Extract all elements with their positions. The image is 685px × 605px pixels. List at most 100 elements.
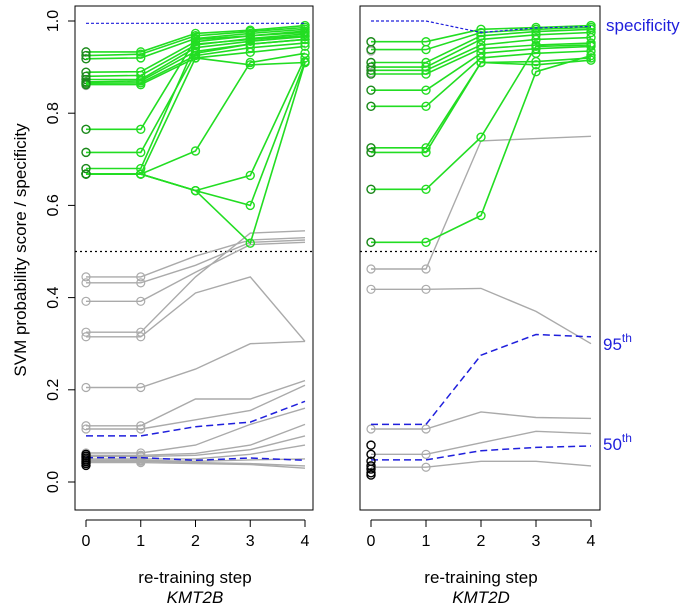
- green-point: [421, 69, 431, 79]
- green-point: [421, 44, 431, 55]
- green-series-line: [86, 35, 306, 170]
- green-start-point: [81, 79, 91, 90]
- green-point: [300, 41, 310, 52]
- p95-label-base: 95: [603, 335, 622, 354]
- green-series-line: [371, 31, 592, 68]
- y-tick-label: 0.8: [45, 102, 62, 124]
- green-point: [136, 53, 146, 63]
- green-point: [245, 34, 255, 45]
- grey-point: [421, 462, 431, 472]
- green-point: [421, 147, 431, 158]
- p50-label-base: 50: [603, 435, 622, 454]
- percentile-95-line-1: [371, 333, 592, 426]
- percentile-50-line-1: [371, 445, 592, 461]
- grey-point: [136, 332, 146, 342]
- green-series-line: [371, 44, 592, 191]
- green-point: [531, 67, 541, 77]
- grey-point: [81, 332, 91, 342]
- grey-point: [421, 449, 431, 459]
- grey-point: [421, 424, 431, 434]
- specificity-label: specificity: [606, 16, 680, 35]
- grey-point: [366, 264, 376, 274]
- green-point: [476, 132, 486, 142]
- green-start-point: [366, 85, 376, 95]
- green-start-point: [366, 101, 376, 111]
- green-start-point: [366, 237, 376, 247]
- x-tick-label: 2: [191, 533, 200, 550]
- grey-series-line: [86, 458, 306, 463]
- green-point: [531, 41, 541, 52]
- green-point: [190, 39, 201, 49]
- green-point: [476, 57, 486, 68]
- green-point: [476, 34, 486, 45]
- x-tick-label: 4: [587, 533, 596, 550]
- green-series-line: [371, 50, 592, 108]
- green-point: [531, 34, 541, 45]
- green-point: [421, 237, 431, 247]
- grey-point: [136, 296, 146, 306]
- grey-point: [136, 421, 146, 431]
- black-point: [81, 460, 91, 471]
- green-start-point: [366, 147, 376, 158]
- green-point: [586, 27, 596, 38]
- y-tick-label: 0.2: [45, 379, 62, 401]
- green-start-point: [81, 163, 91, 174]
- green-point: [300, 57, 310, 68]
- green-series-line: [86, 24, 306, 53]
- grey-series-line: [86, 423, 306, 456]
- grey-point: [81, 421, 91, 431]
- panel-kmt2d: 0 1 2 3 4: [359, 5, 601, 550]
- green-start-point: [81, 50, 91, 61]
- y-axis-label: SVM probability score / specificity: [11, 123, 30, 377]
- grey-series-line: [86, 239, 306, 284]
- grey-point: [81, 272, 91, 282]
- grey-point: [366, 284, 376, 294]
- grey-series-line: [86, 407, 306, 454]
- gene-label-kmt2b: KMT2B: [167, 588, 224, 605]
- x-tick-label: 0: [367, 533, 376, 550]
- x-tick-label: 1: [136, 533, 145, 550]
- plot-frame-1: [359, 5, 601, 511]
- p50-label-sup: th: [622, 431, 632, 445]
- grey-series-line: [371, 430, 592, 455]
- grey-point: [136, 458, 146, 468]
- grey-series-line: [86, 230, 306, 333]
- grey-series-line: [371, 135, 592, 270]
- green-point: [190, 146, 201, 156]
- green-series-line: [371, 24, 592, 43]
- y-tick-label: 0.6: [45, 194, 62, 216]
- green-point: [136, 169, 146, 179]
- green-point: [245, 200, 255, 211]
- green-point: [476, 210, 486, 221]
- y-tick-label: 0.4: [45, 286, 62, 308]
- green-start-point: [81, 47, 91, 57]
- green-series-line: [86, 62, 306, 245]
- panel-kmt2b: 0 1 2 3 4: [74, 5, 314, 550]
- percentile-95-line-0: [86, 400, 306, 437]
- green-point: [531, 60, 541, 70]
- black-point: [366, 470, 376, 480]
- grey-series-line: [86, 340, 306, 389]
- grey-point: [81, 278, 91, 288]
- grey-series-line: [86, 435, 306, 458]
- black-point: [366, 461, 376, 471]
- green-point: [586, 40, 596, 50]
- y-axis: 0.0 0.2 0.4 0.6 0.8 1.0: [45, 10, 76, 493]
- black-point: [366, 440, 376, 450]
- green-start-point: [81, 169, 91, 179]
- y-tick-label: 1.0: [45, 10, 62, 32]
- black-point: [366, 449, 376, 460]
- grey-point: [81, 296, 91, 306]
- green-point: [300, 34, 310, 45]
- green-point: [136, 79, 146, 90]
- x-tick-label: 0: [82, 533, 91, 550]
- x-tick-label: 1: [422, 533, 431, 550]
- green-point: [190, 185, 201, 196]
- grey-series-line: [86, 444, 306, 460]
- green-start-point: [81, 54, 91, 64]
- x-axis-label-left: re-training step: [138, 568, 251, 587]
- percentile-50-line-0: [86, 456, 306, 462]
- green-point: [190, 53, 201, 63]
- grey-point: [136, 424, 146, 434]
